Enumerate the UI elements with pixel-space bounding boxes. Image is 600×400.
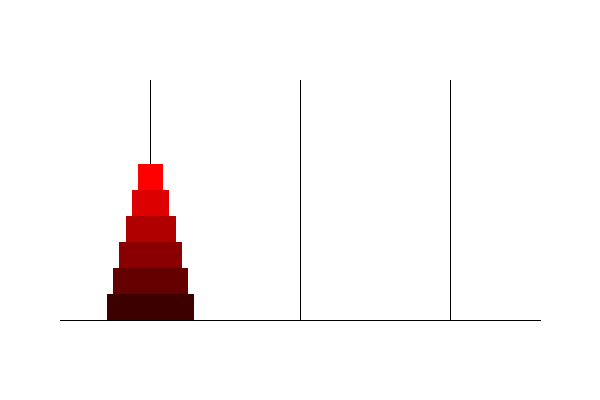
peg-b[interactable]: [300, 80, 301, 320]
peg-c[interactable]: [450, 80, 451, 320]
disk-6-on-peg-a[interactable]: [106, 294, 195, 320]
disk-1-on-peg-a[interactable]: [138, 164, 163, 190]
board-base: [60, 320, 541, 321]
disk-2-on-peg-a[interactable]: [131, 190, 170, 216]
disk-4-on-peg-a[interactable]: [119, 242, 182, 268]
disk-3-on-peg-a[interactable]: [125, 216, 176, 242]
disk-5-on-peg-a[interactable]: [113, 268, 188, 294]
